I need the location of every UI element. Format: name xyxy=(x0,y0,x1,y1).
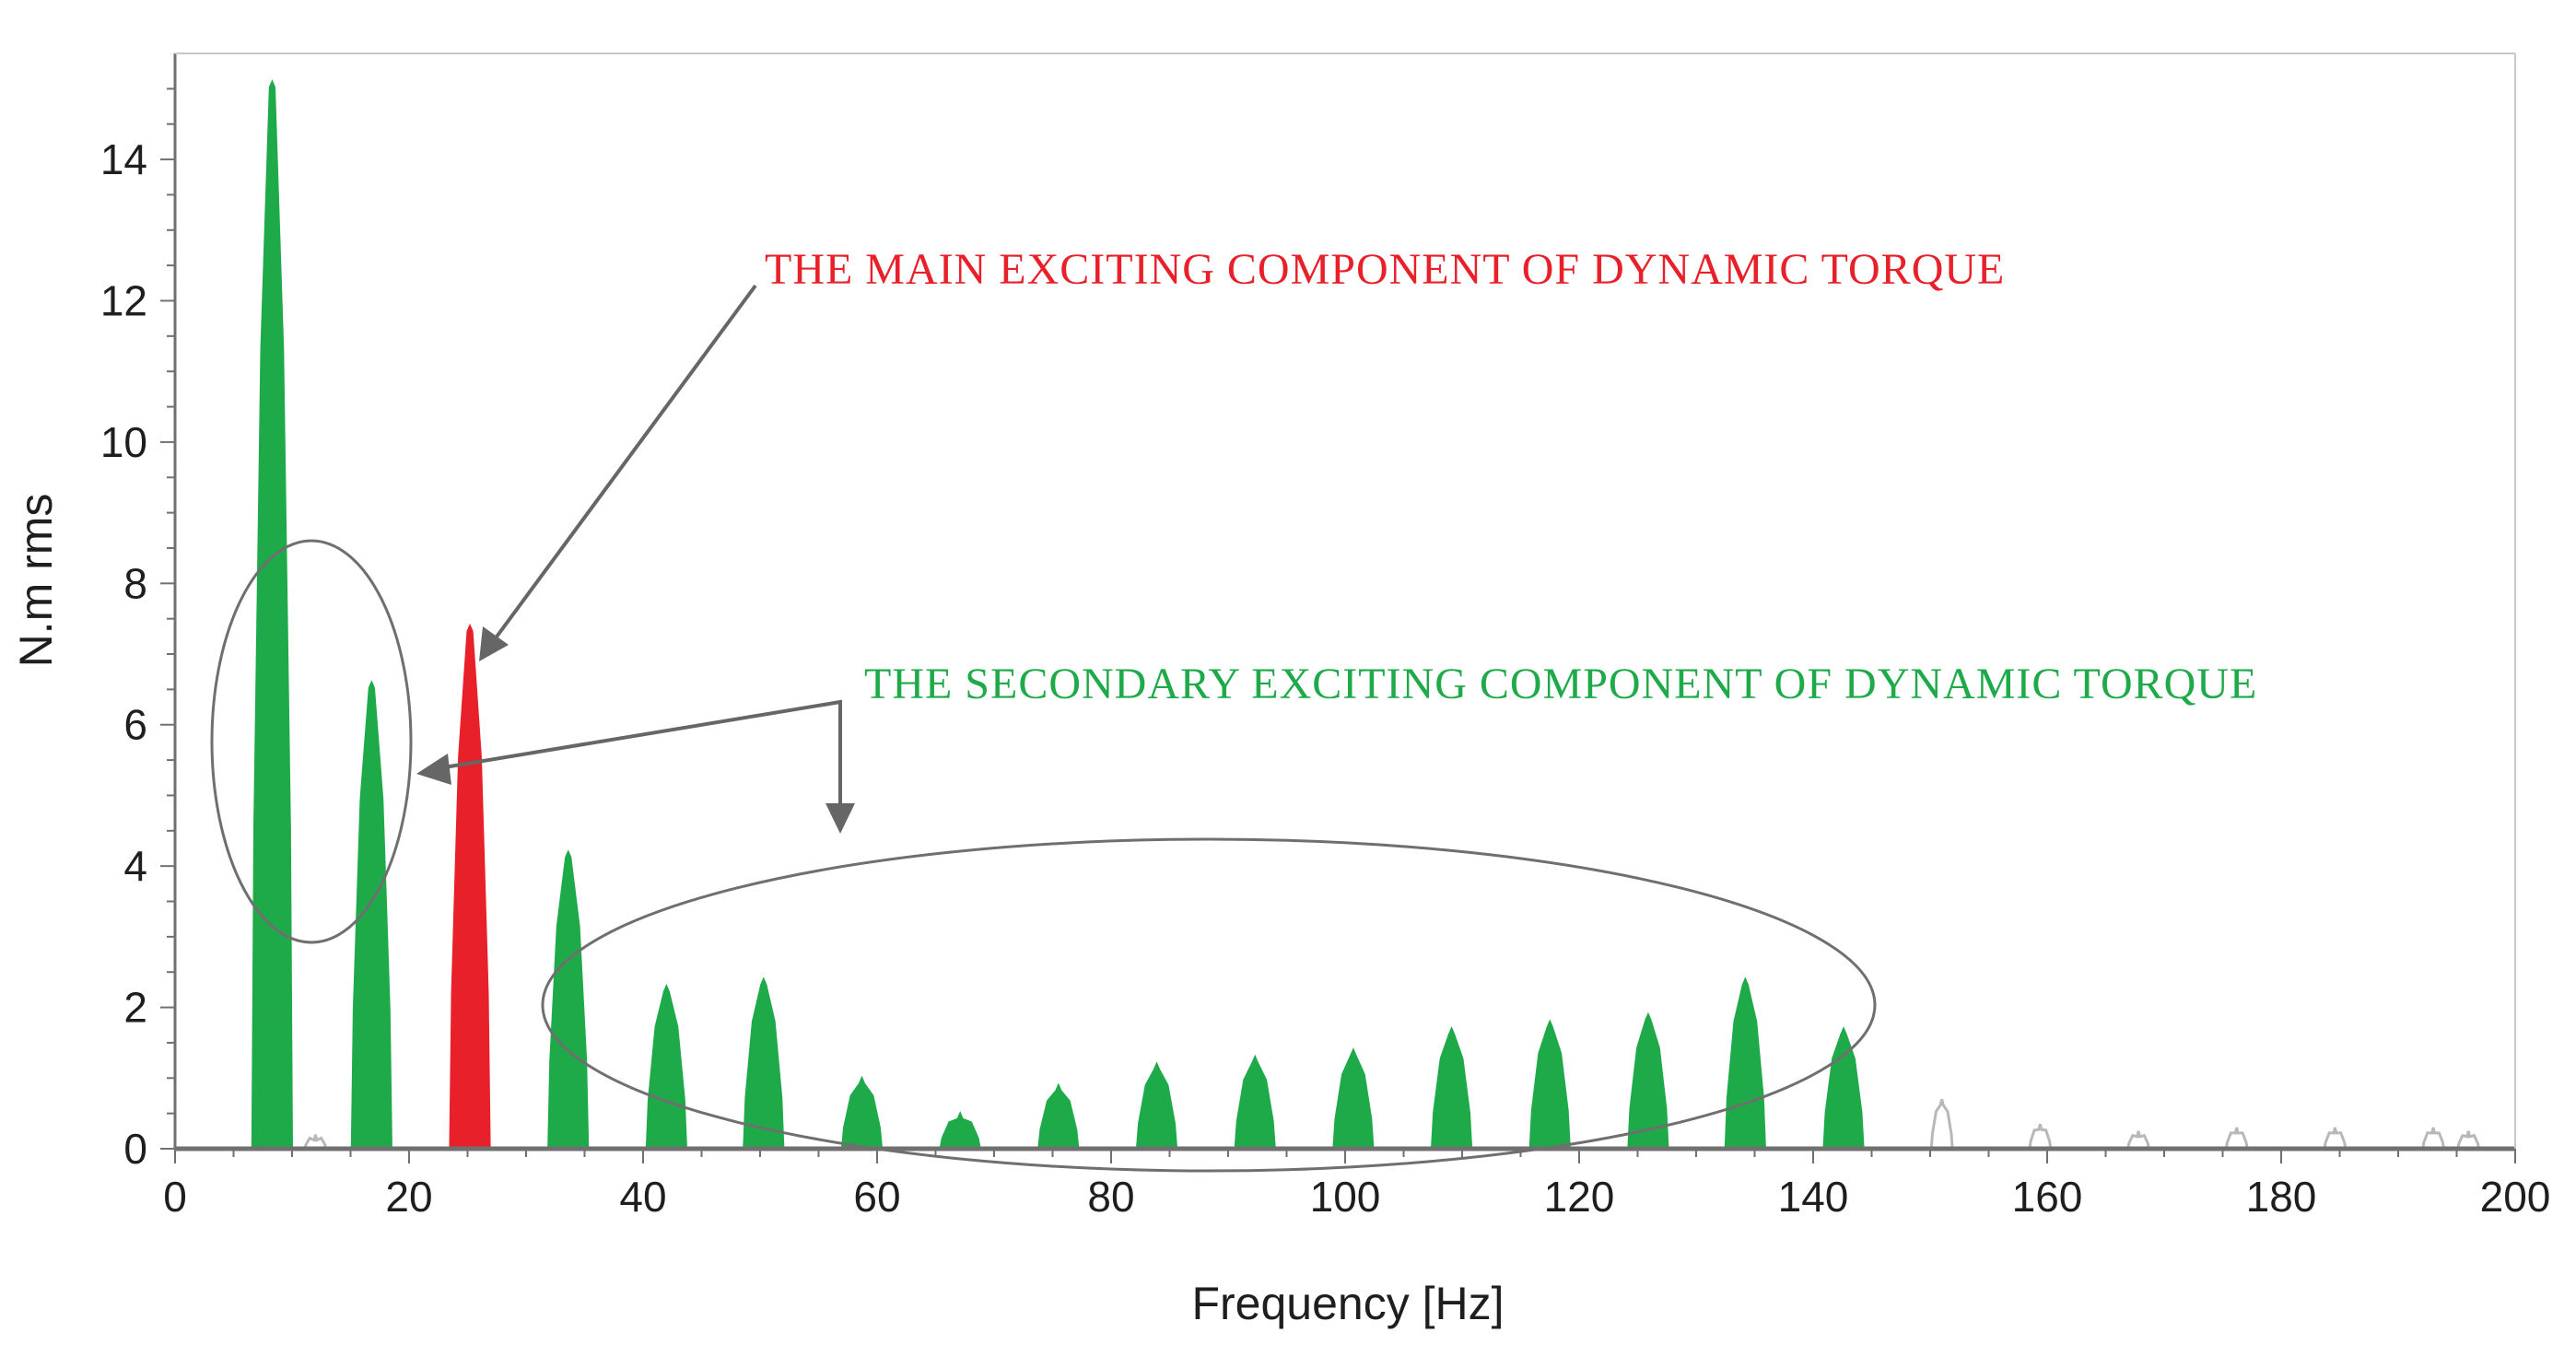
noise-peak-7 xyxy=(2455,1130,2481,1151)
secondary-peak-9 xyxy=(1234,1054,1276,1150)
x-axis-title: Frequency [Hz] xyxy=(1191,1278,1504,1329)
secondary-arrowhead-down xyxy=(825,803,855,834)
secondary-peak-8 xyxy=(1135,1061,1178,1150)
annotation-overlay: THE MAIN EXCITING COMPONENT OF DYNAMIC T… xyxy=(210,245,2257,1173)
noise-peak-4 xyxy=(2224,1127,2249,1151)
secondary-peak-12 xyxy=(1528,1019,1571,1150)
chart-axes xyxy=(160,53,2516,1163)
y-tick-label-0: 0 xyxy=(123,1125,147,1173)
secondary-peak-10 xyxy=(1332,1047,1375,1150)
noise-peak-1 xyxy=(1929,1098,1954,1151)
y-tick-label-3: 6 xyxy=(123,701,147,749)
noise-peak-5 xyxy=(2323,1127,2348,1151)
secondary-group-ellipse-right xyxy=(541,837,1877,1173)
secondary-peak-7 xyxy=(1037,1082,1080,1150)
y-tick-label-7: 14 xyxy=(100,135,147,183)
x-tick-label-9: 180 xyxy=(2246,1173,2317,1221)
secondary-annotation-label: THE SECONDARY EXCITING COMPONENT OF DYNA… xyxy=(864,660,2257,708)
main-annotation-arrow xyxy=(490,284,757,645)
x-tick-label-3: 60 xyxy=(853,1173,900,1221)
secondary-peak-13 xyxy=(1627,1011,1669,1150)
secondary-peak-4 xyxy=(743,976,785,1150)
y-tick-label-5: 10 xyxy=(100,418,147,466)
spectrum-marks xyxy=(251,79,2481,1151)
secondary-peak-0 xyxy=(251,79,294,1150)
y-tick-label-1: 2 xyxy=(123,984,147,1032)
secondary-peak-14 xyxy=(1724,976,1766,1150)
y-tick-label-6: 12 xyxy=(100,276,147,324)
main-annotation-label: THE MAIN EXCITING COMPONENT OF DYNAMIC T… xyxy=(765,245,2005,294)
x-tick-label-4: 80 xyxy=(1087,1173,1134,1221)
secondary-peak-1 xyxy=(350,680,392,1150)
x-tick-label-10: 200 xyxy=(2480,1173,2551,1221)
noise-peak-3 xyxy=(2125,1130,2151,1151)
y-tick-label-4: 8 xyxy=(123,559,147,607)
x-tick-label-8: 160 xyxy=(2012,1173,2083,1221)
x-tick-label-1: 20 xyxy=(385,1173,432,1221)
x-tick-label-7: 140 xyxy=(1778,1173,1849,1221)
secondary-peak-15 xyxy=(1822,1026,1865,1150)
secondary-peak-3 xyxy=(645,984,688,1150)
x-tick-label-5: 100 xyxy=(1310,1173,1381,1221)
noise-peak-6 xyxy=(2420,1127,2446,1151)
secondary-group-ellipse-left xyxy=(210,539,413,944)
x-tick-label-6: 120 xyxy=(1544,1173,1615,1221)
noise-peak-2 xyxy=(2028,1123,2053,1151)
main-peak-0 xyxy=(449,623,491,1150)
y-tick-label-2: 4 xyxy=(123,842,147,890)
secondary-peak-6 xyxy=(939,1111,981,1150)
y-axis-title: N.m rms xyxy=(10,494,62,668)
secondary-peak-5 xyxy=(840,1075,884,1150)
secondary-peak-2 xyxy=(547,849,590,1150)
main-annotation-arrowhead xyxy=(479,626,509,661)
secondary-annotation-bracket xyxy=(432,699,842,811)
tick-labels: 0 20 40 60 80 100 120 140 160 180 200 0 2 4 6 8 10 12 14 xyxy=(100,135,2551,1221)
x-tick-label-2: 40 xyxy=(619,1173,666,1221)
secondary-peak-11 xyxy=(1430,1026,1473,1150)
x-tick-label-0: 0 xyxy=(163,1173,187,1221)
secondary-arrowhead-left xyxy=(416,754,451,785)
